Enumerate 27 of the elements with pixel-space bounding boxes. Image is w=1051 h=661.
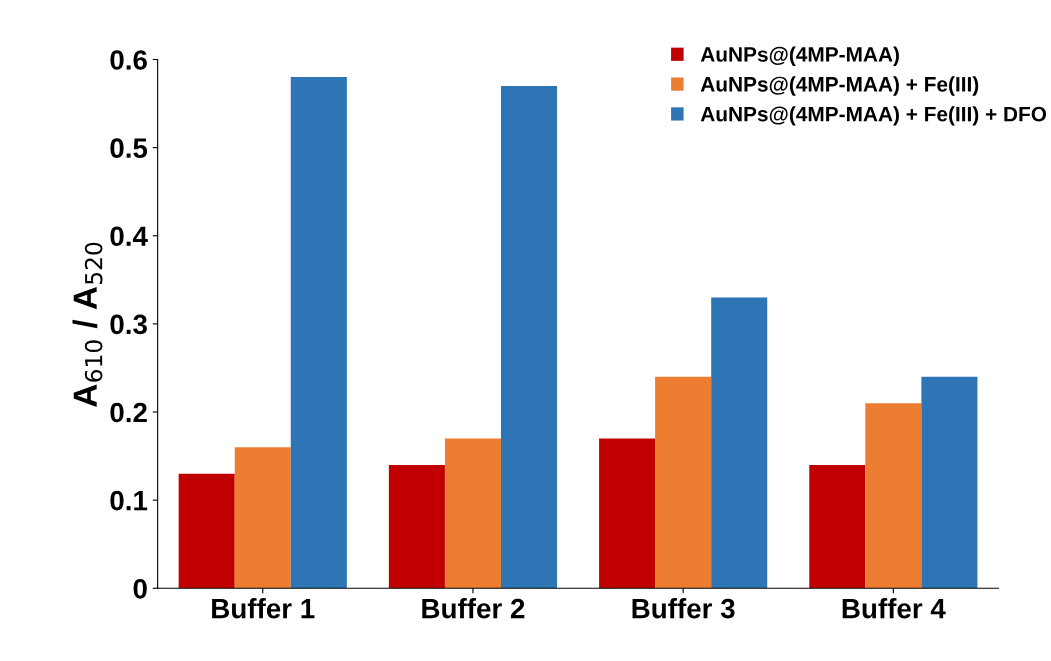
y-tick-label: 0.2 [110, 402, 147, 423]
x-tick-label: Buffer 2 [422, 598, 525, 619]
bar [921, 376, 978, 589]
x-tick-label: Buffer 1 [212, 598, 315, 619]
y-tick-label: 0.4 [110, 226, 148, 247]
bar [388, 464, 445, 589]
y-tick-label: 0.5 [110, 138, 148, 158]
bar [290, 77, 347, 589]
legend-label: AuNPs@(4MP-MAA) [700, 46, 899, 66]
bar [711, 297, 768, 589]
bar [809, 464, 866, 589]
legend-label: AuNPs@(4MP-MAA) + Fe(III) [700, 76, 979, 96]
legend-label: AuNPs@(4MP-MAA) + Fe(III) + DFO [700, 106, 1047, 126]
bar [655, 376, 712, 589]
bar [865, 403, 922, 589]
bar [500, 85, 558, 589]
y-axis-title: A$_{610}$ / A$_{520}$ [72, 242, 103, 407]
bar [444, 438, 501, 589]
y-tick-label: 0.1 [110, 490, 148, 511]
bar [599, 438, 656, 589]
bar [234, 447, 291, 589]
bar [178, 473, 235, 589]
x-tick-label: Buffer 4 [842, 598, 946, 619]
y-tick-label: 0.3 [110, 314, 147, 335]
y-tick-label: 0.6 [110, 50, 147, 70]
x-tick-label: Buffer 3 [632, 598, 735, 619]
y-tick-label: 0 [133, 578, 147, 599]
